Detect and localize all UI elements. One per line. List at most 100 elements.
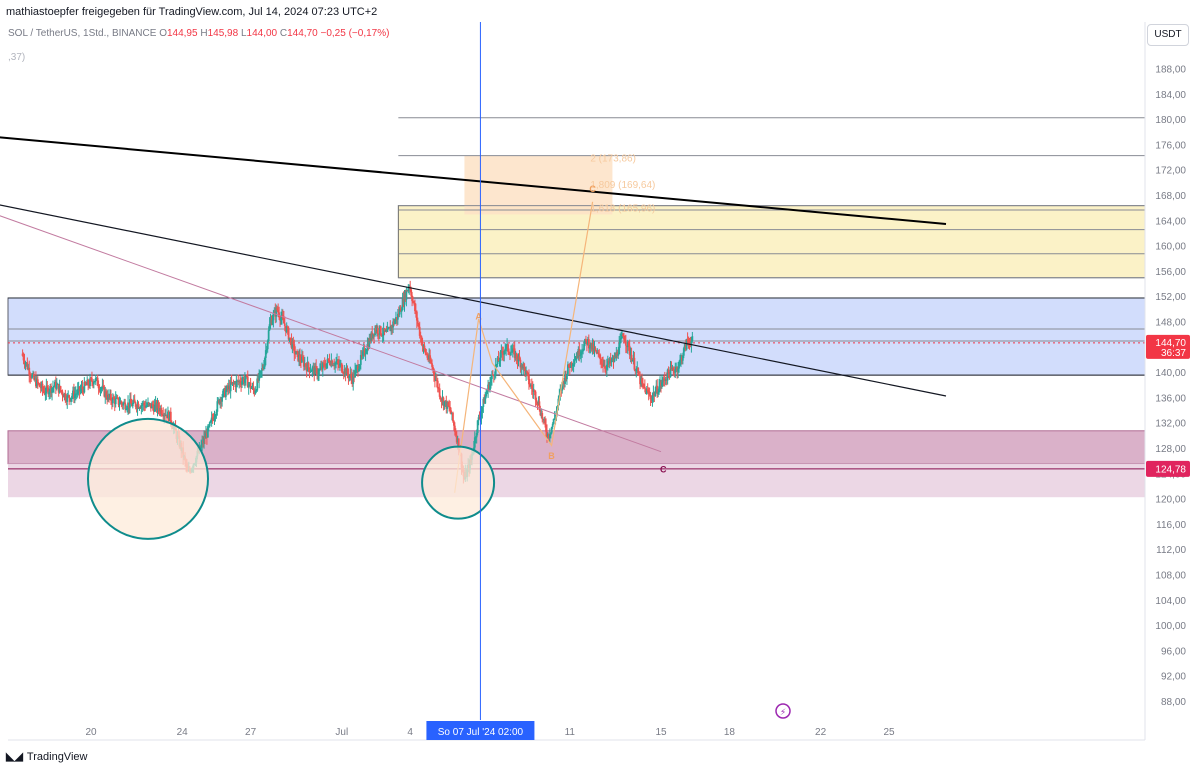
candle-body [389, 327, 392, 332]
candle-body [606, 360, 609, 365]
candle-body [212, 418, 215, 420]
candle-body [477, 417, 480, 421]
candle-body [292, 340, 295, 345]
candle-body [504, 348, 507, 352]
candle-body [486, 390, 489, 394]
candle-body [244, 375, 247, 380]
y-tick-19: 112,00 [1156, 545, 1186, 556]
candle-body [225, 386, 228, 391]
candle-body [395, 317, 397, 321]
x-tick-9: 25 [883, 727, 895, 738]
candle-body [92, 381, 94, 385]
candle-body [200, 444, 203, 449]
header-bar: mathiastoepfer freigegeben für TradingVi… [0, 0, 1200, 22]
candle-body [132, 399, 135, 403]
candle-body [40, 383, 43, 389]
candle-body [532, 390, 535, 392]
candle-body [213, 416, 216, 420]
candle-body [79, 389, 82, 392]
candle-body [149, 403, 151, 405]
candle-body [590, 342, 593, 350]
open-label: O [159, 28, 167, 39]
candle-body [143, 403, 146, 406]
candle-body [671, 368, 674, 370]
candle-body [473, 437, 476, 448]
candle-body [568, 366, 571, 368]
candle-body [583, 344, 585, 351]
candle-body [208, 422, 211, 427]
candle-body [618, 343, 621, 355]
candle-body [476, 420, 479, 434]
candle-body [378, 326, 381, 335]
candle-body [349, 374, 352, 376]
candle-body [22, 355, 25, 361]
candle-body [315, 366, 318, 368]
candle-body [411, 295, 413, 302]
candle-body [347, 373, 350, 378]
candle-body [686, 339, 689, 341]
candle-body [27, 367, 30, 369]
candle-body [29, 375, 32, 377]
candle-body [152, 406, 155, 412]
candle-body [256, 378, 259, 391]
tradingview-brand[interactable]: ◣◢ TradingView [6, 750, 87, 764]
candle-body [73, 393, 76, 399]
candle-body [480, 411, 483, 418]
candle-body [518, 356, 521, 360]
candle-body [633, 357, 636, 370]
candle-body [637, 367, 640, 375]
candle-body [372, 333, 375, 339]
axes-layer: 188,00 184,00 180,00 176,00 172,00 168,00 164,… [8, 22, 1190, 741]
candle-body [429, 355, 432, 362]
candle-body [90, 378, 92, 380]
candle-body [382, 328, 385, 335]
candle-body [658, 386, 660, 393]
last-price-box [1146, 334, 1190, 359]
candle-body [142, 403, 145, 405]
candle-body [45, 385, 48, 394]
candle-body [130, 399, 132, 404]
candle-body [69, 398, 71, 401]
candle-body [21, 353, 24, 356]
candle-body [668, 373, 671, 378]
candle-body [391, 325, 394, 328]
candle-body [525, 371, 527, 375]
x-tick-8: 22 [815, 727, 827, 738]
candle-body [381, 334, 384, 336]
x-tick-6: 15 [655, 727, 667, 738]
candle-body [309, 370, 312, 372]
symbol-legend[interactable]: SOL / TetherUS, 1Std., BINANCE O144,95 H… [8, 28, 389, 39]
candle-body [316, 367, 318, 376]
candle-body [217, 399, 220, 402]
candle-body [322, 363, 325, 365]
candle-body [60, 390, 63, 392]
candle-body [657, 392, 660, 395]
candle-body [607, 360, 610, 364]
candle-body [276, 307, 279, 311]
candle-body [385, 330, 388, 332]
candle-body [364, 353, 367, 355]
candle-body [56, 384, 59, 386]
candle-body [283, 323, 286, 326]
orange-zone [464, 155, 613, 215]
candle-body [74, 393, 77, 395]
candle-body [614, 357, 617, 359]
candle-body [441, 397, 444, 402]
candle-body [377, 327, 379, 334]
candle-body [500, 351, 503, 353]
currency-button[interactable]: USDT [1147, 24, 1189, 46]
candle-body [399, 308, 402, 312]
candle-body [600, 359, 603, 364]
candle-body [639, 374, 641, 385]
candle-body [510, 351, 513, 353]
candle-body [51, 387, 53, 393]
candle-body [670, 367, 673, 369]
candle-body [596, 352, 599, 354]
candle-body [72, 390, 74, 396]
candle-body [485, 393, 488, 397]
candle-body [67, 395, 70, 397]
candle-body [102, 385, 105, 387]
candle-body [141, 404, 144, 406]
candle-body [216, 401, 219, 412]
